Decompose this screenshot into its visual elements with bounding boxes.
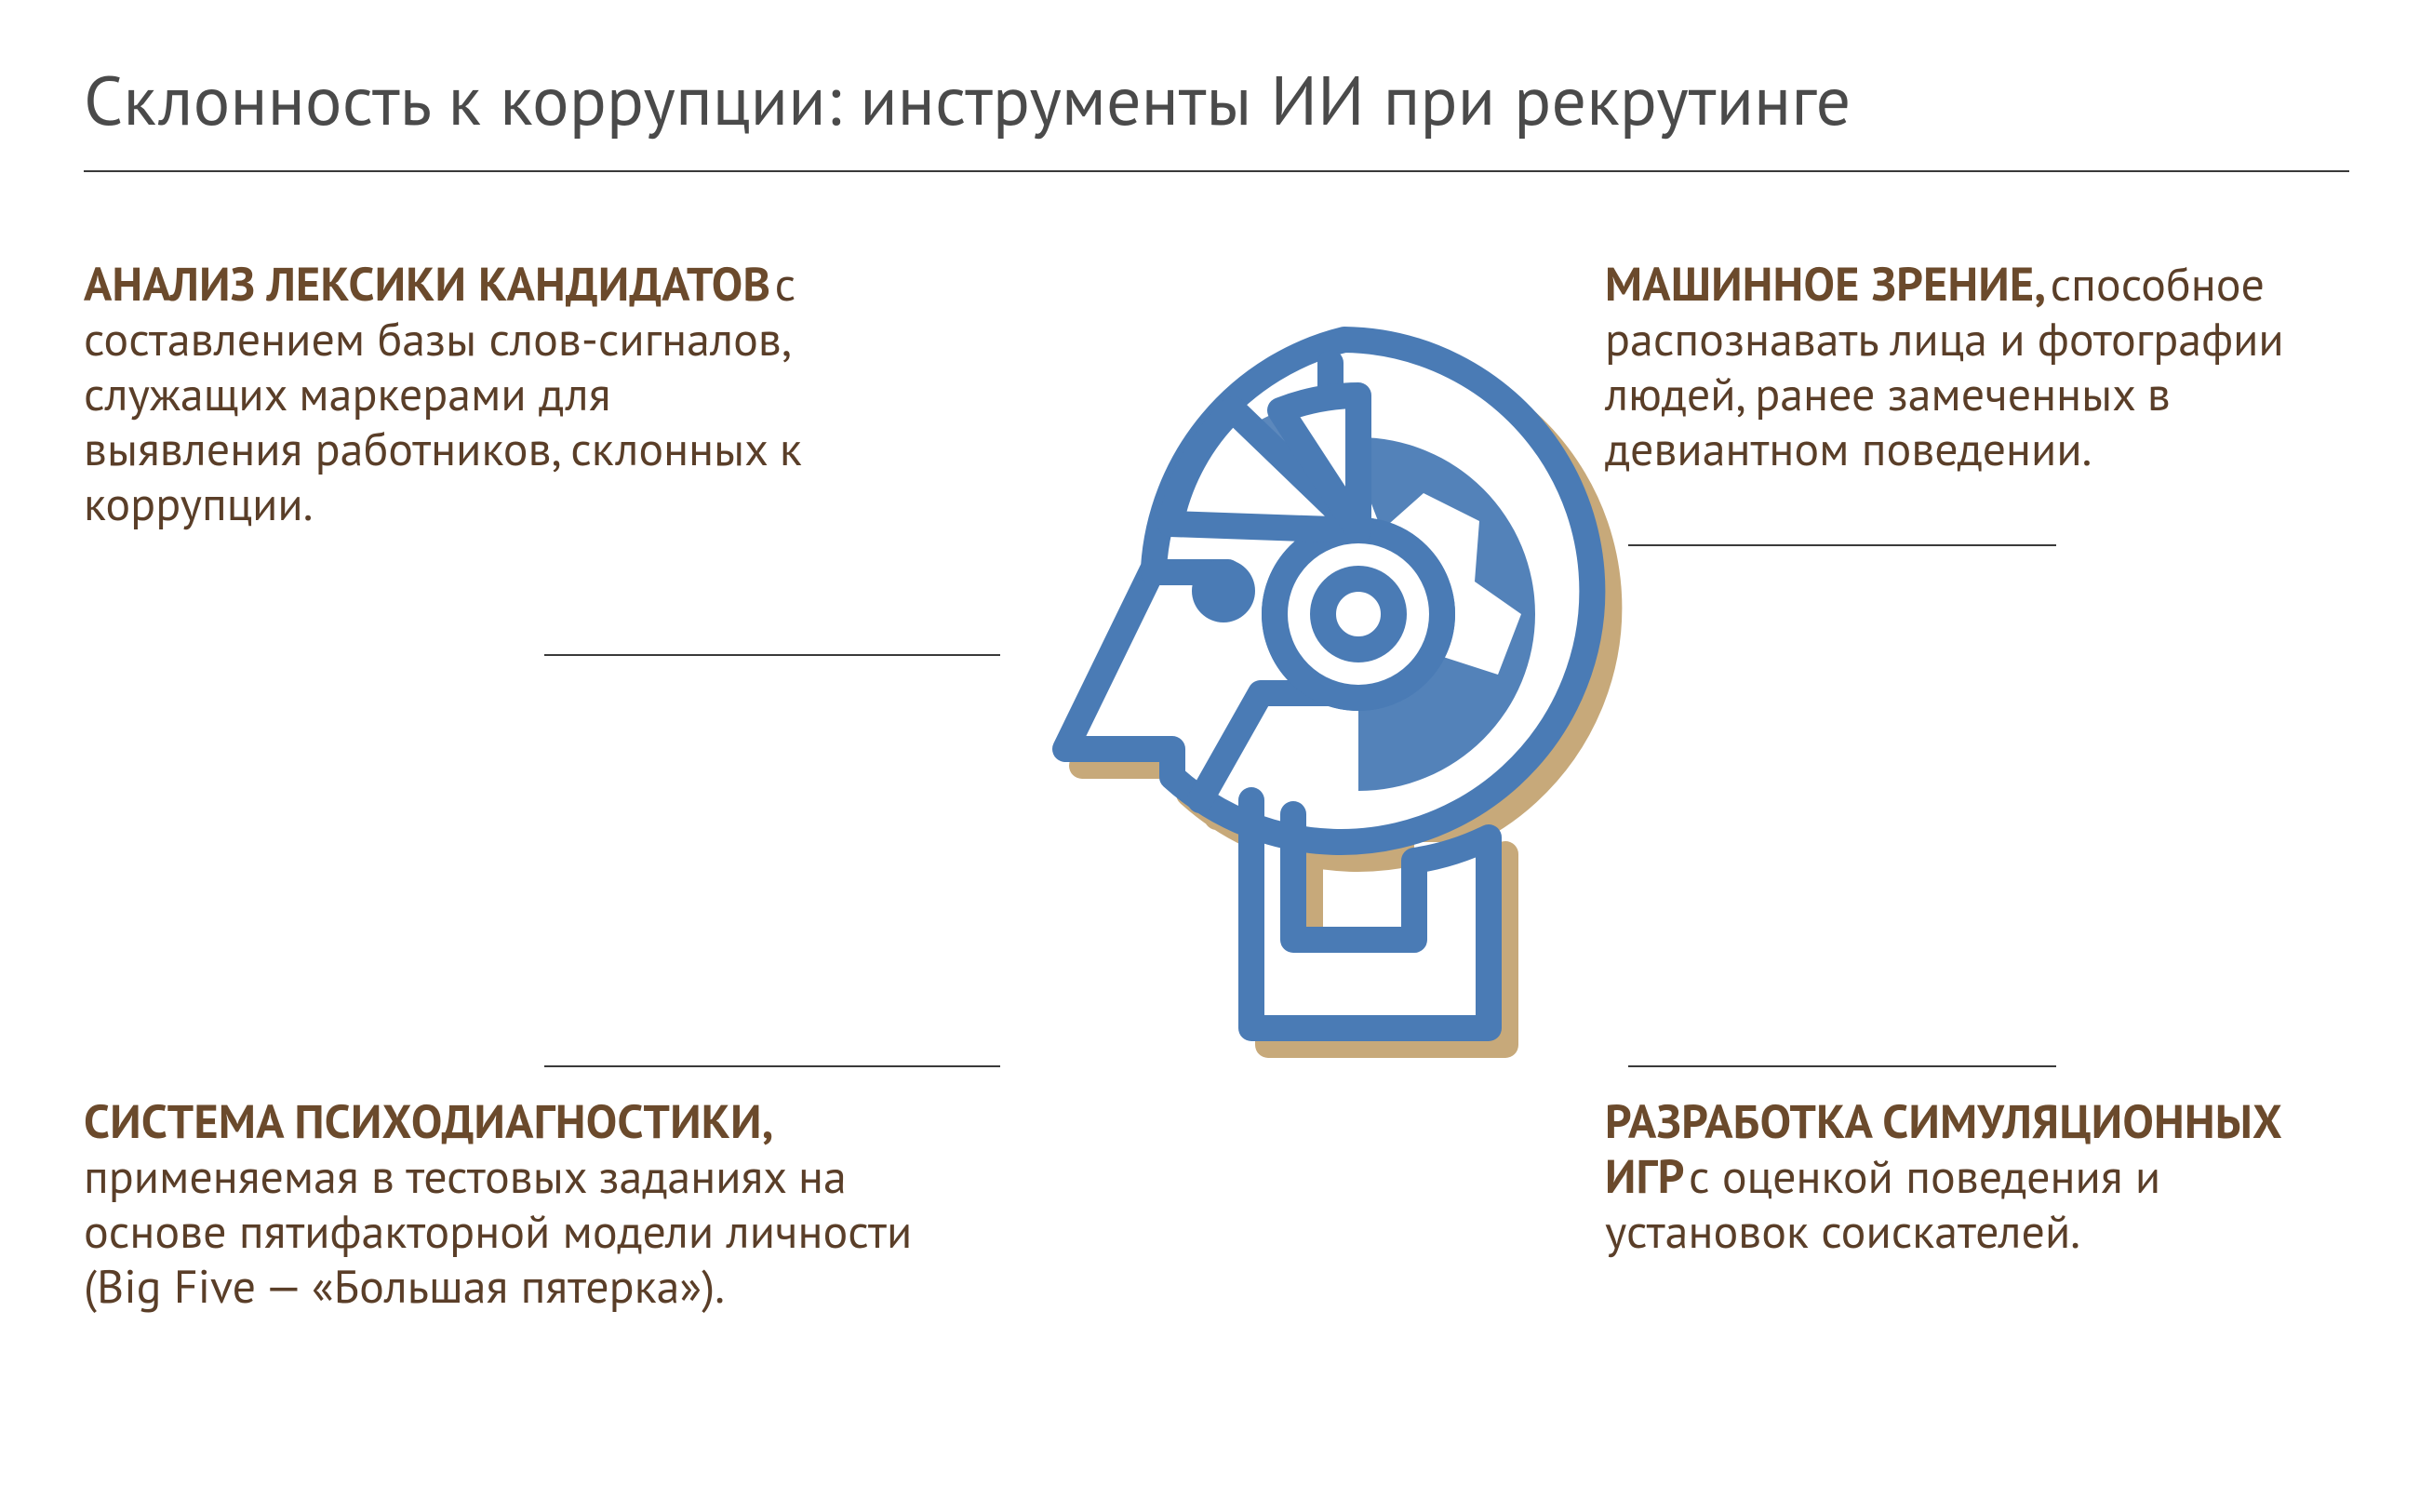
page-title: Склонность к коррупции: инструменты ИИ п… (84, 56, 2349, 172)
block-psychodiagnostics: СИСТЕМА ПСИХОДИАГНОСТИКИ, применяемая в … (84, 1093, 968, 1313)
content-area: АНАЛИЗ ЛЕКСИКИ КАНДИДАТОВ с составлением… (84, 256, 2349, 1512)
block-heading: СИСТЕМА ПСИХОДИАГНОСТИКИ, (84, 1091, 774, 1151)
connector-line (544, 654, 1000, 656)
block-simulation-games: РАЗРАБОТКА СИМУЛЯЦИОННЫХ ИГР с оценкой п… (1605, 1093, 2349, 1258)
connector-line (1628, 544, 2056, 546)
block-body: с оценкой поведения и установок соискате… (1605, 1145, 2160, 1261)
block-body: применяемая в тестовых заданиях на основ… (84, 1145, 912, 1316)
block-machine-vision: МАШИННОЕ ЗРЕНИЕ, способное распознавать … (1605, 256, 2349, 475)
connector-line (1628, 1065, 2056, 1067)
block-heading: МАШИННОЕ ЗРЕНИЕ, (1605, 253, 2046, 314)
block-heading: АНАЛИЗ ЛЕКСИКИ КАНДИДАТОВ (84, 253, 770, 314)
connector-line (544, 1065, 1000, 1067)
robot-head-profile-icon (1014, 284, 1628, 1093)
block-lexical-analysis: АНАЛИЗ ЛЕКСИКИ КАНДИДАТОВ с составлением… (84, 256, 828, 530)
infographic-page: Склонность к коррупции: инструменты ИИ п… (0, 0, 2433, 1511)
